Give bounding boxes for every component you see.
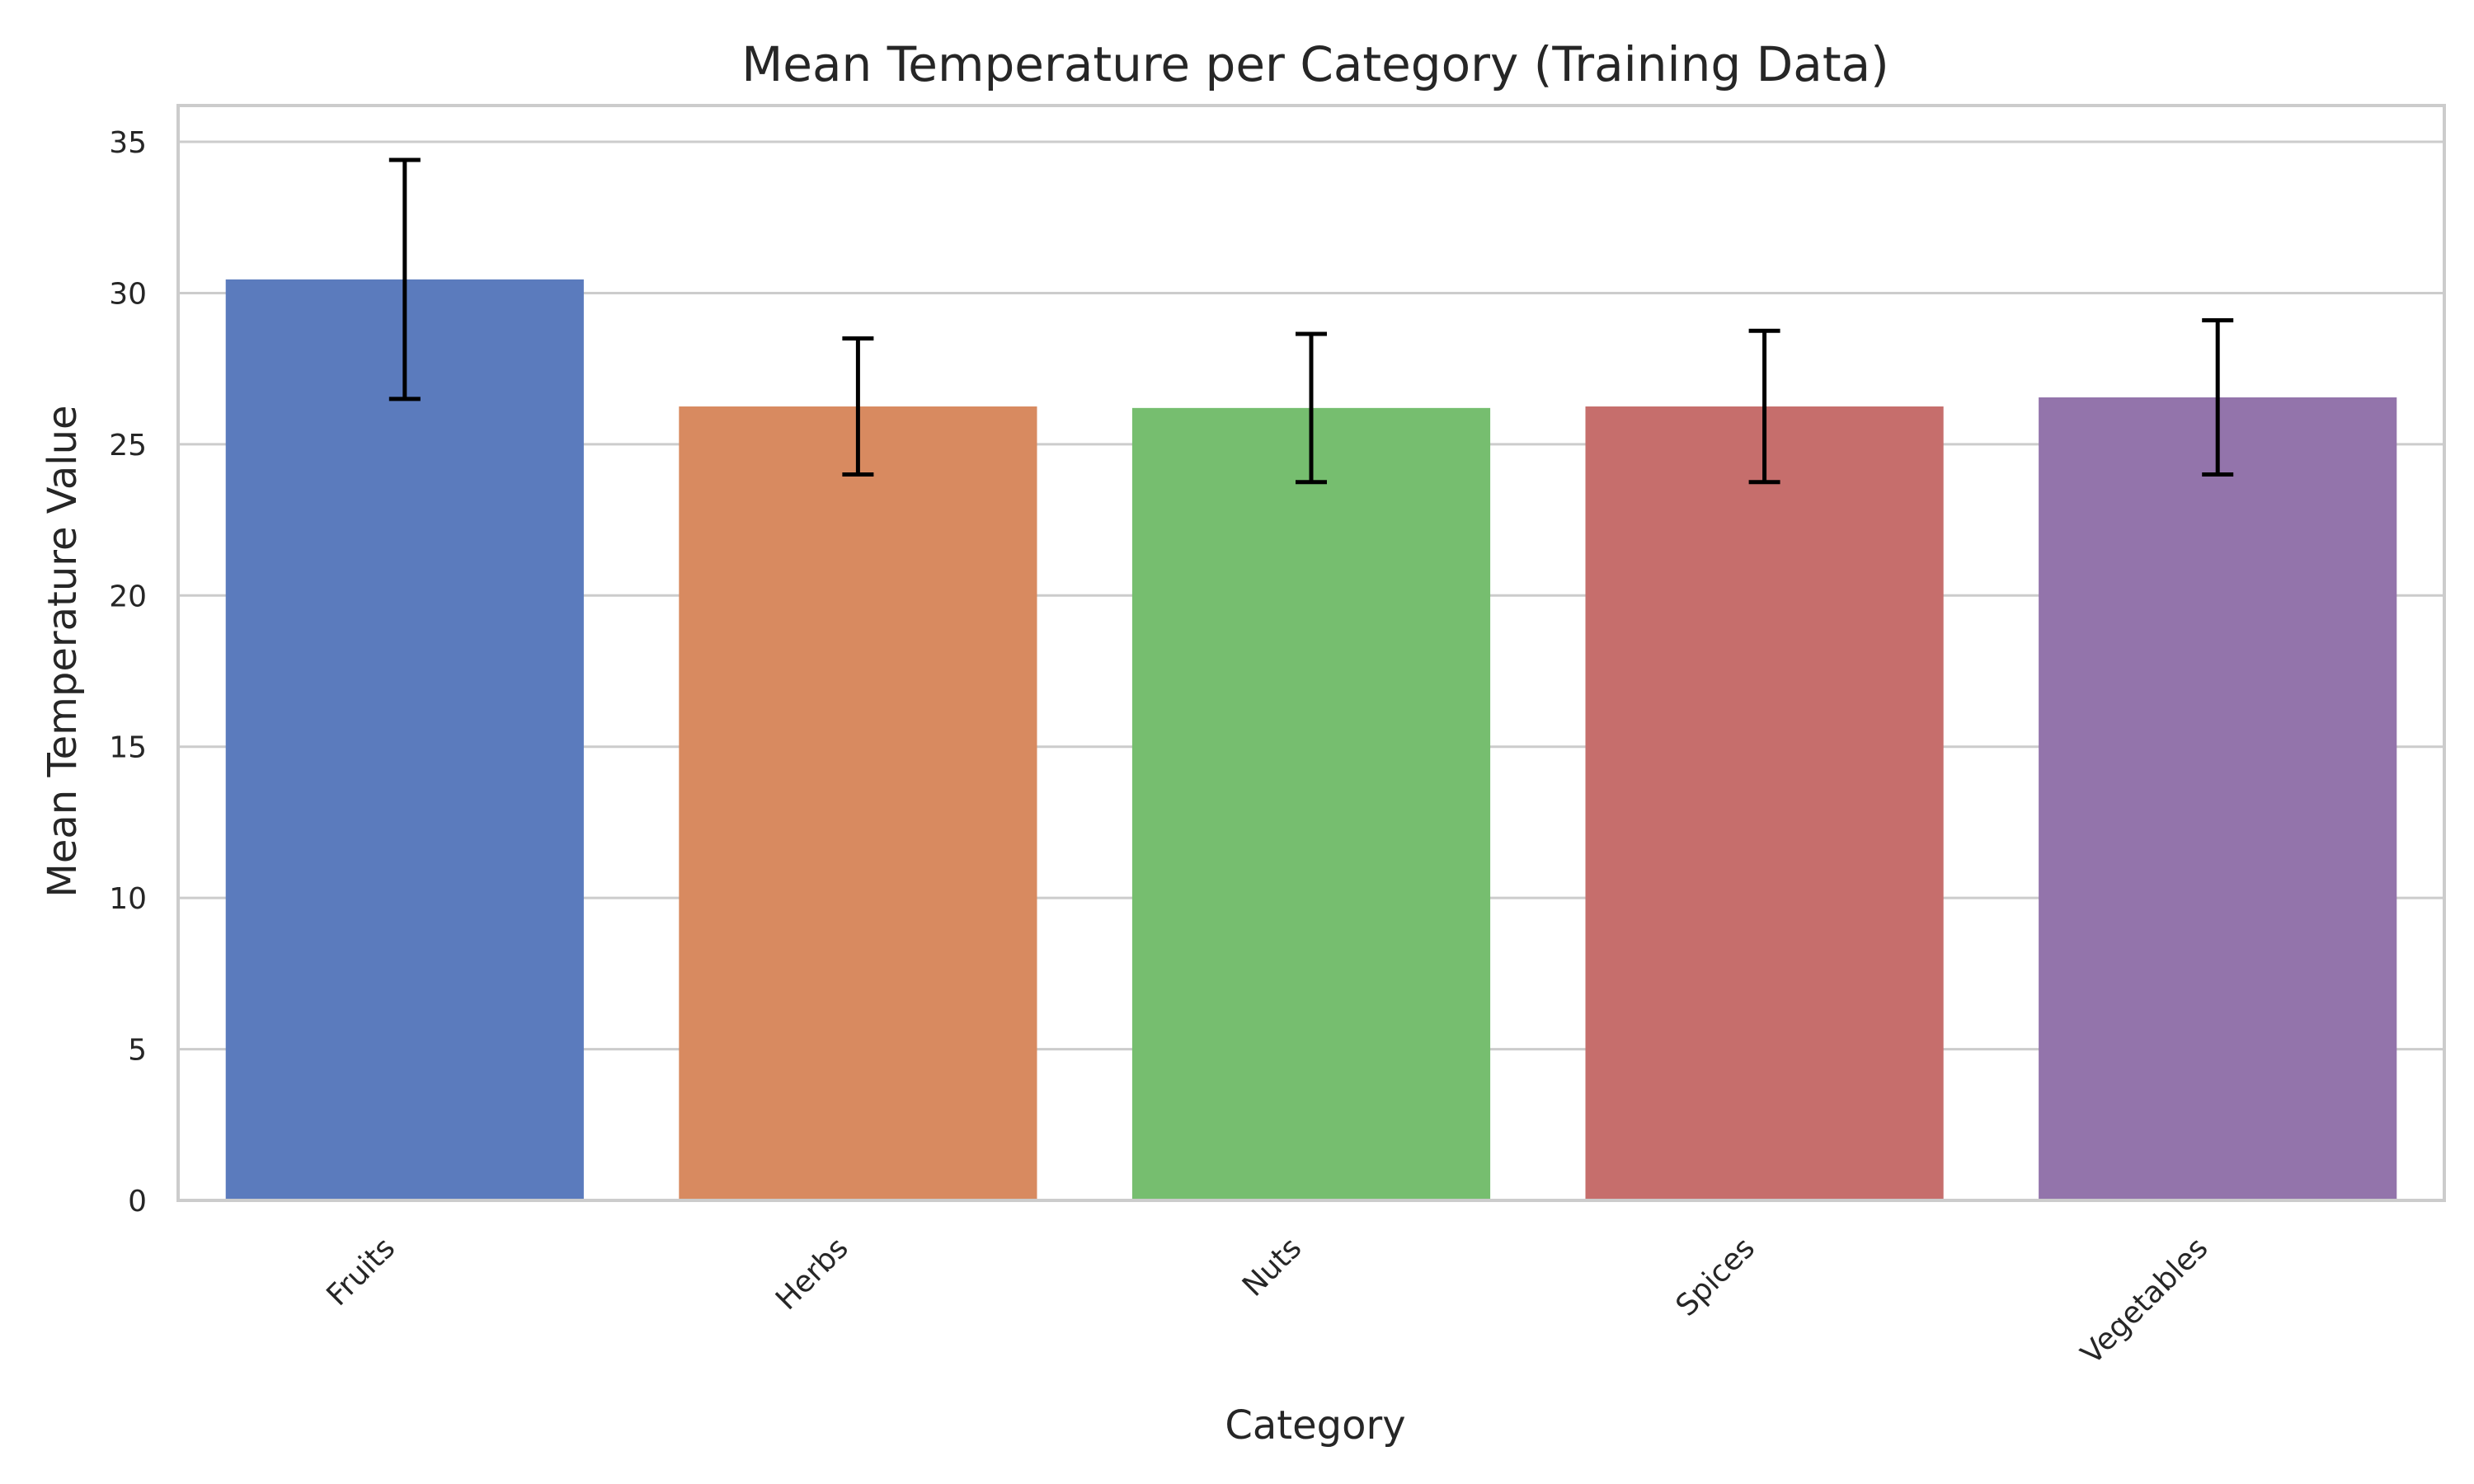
error-bar-vegetables [2202,317,2234,477]
y-tick-label: 10 [109,882,147,916]
y-tick-label: 15 [109,731,147,765]
error-bar-spices [1748,328,1780,485]
y-tick-label: 35 [109,126,147,160]
y-tick-label: 5 [128,1034,147,1068]
bar-fruits [225,279,584,1201]
bars [225,279,2397,1201]
plot-frame [176,104,2446,1202]
error-bar-nuts [1296,331,1327,485]
bar-spices [1585,406,1944,1200]
y-tick-label: 30 [109,277,147,311]
bar-vegetables [2039,397,2397,1200]
x-tick-label-nuts: Nuts [1236,1231,1308,1303]
y-tick-label: 20 [109,580,147,613]
x-tick-label-herbs: Herbs [769,1231,855,1317]
x-tick-label-vegetables: Vegetables [2075,1231,2215,1371]
y-tick-labels: 0 5 10 15 20 25 30 35 [109,126,147,1219]
chart-title: Mean Temperature per Category (Training … [741,36,1889,92]
y-tick-label: 25 [109,429,147,463]
error-bar-herbs [842,336,874,477]
x-tick-labels: Fruits Herbs Nuts Spices Vegetables [320,1231,2214,1371]
bar-herbs [679,406,1037,1200]
y-axis-label: Mean Temperature Value [40,405,86,897]
error-bars [388,157,2234,485]
x-axis-label: Category [1225,1402,1405,1449]
x-tick-label-spices: Spices [1670,1231,1761,1322]
error-bar-fruits [388,157,421,402]
y-tick-label: 0 [128,1185,147,1219]
bar-nuts [1131,407,1491,1200]
x-tick-label-fruits: Fruits [320,1231,402,1313]
